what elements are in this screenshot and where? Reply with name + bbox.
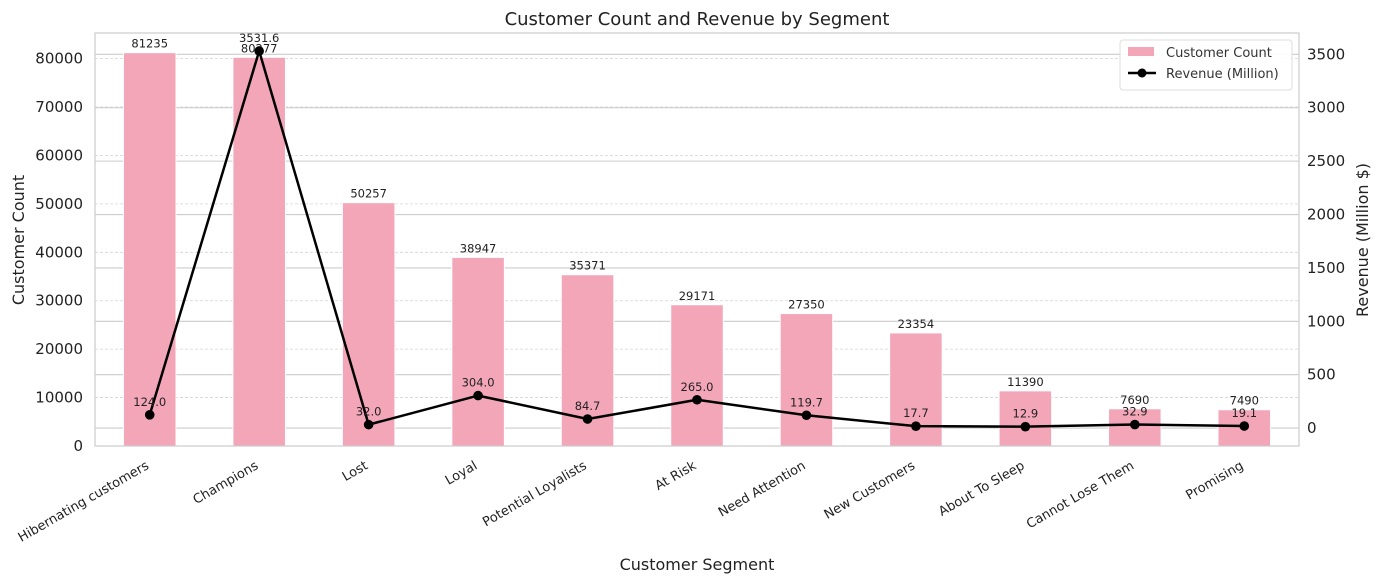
revenue-point (1130, 419, 1140, 430)
revenue-value-label: 3531.6 (239, 31, 279, 45)
revenue-line-layer (144, 46, 1250, 432)
revenue-value-label: 84.7 (575, 399, 601, 413)
x-axis-title: Customer Segment (620, 555, 775, 574)
y-tick-label: 20000 (35, 340, 83, 358)
bar-value-label: 50257 (350, 187, 387, 201)
revenue-value-label: 265.0 (681, 380, 714, 394)
revenue-value-label: 32.9 (1122, 405, 1148, 419)
y2-tick-label: 2500 (1307, 152, 1345, 170)
y-tick-label: 0 (73, 437, 83, 455)
bar (998, 390, 1053, 447)
legend-swatch-customer-count (1128, 47, 1154, 56)
bar (451, 256, 505, 447)
y2-tick-label: 0 (1307, 419, 1317, 437)
revenue-value-label: 119.7 (790, 395, 823, 409)
revenue-value-label: 304.0 (462, 376, 495, 390)
revenue-point (1020, 421, 1031, 432)
bar-value-label: 7690 (1120, 393, 1149, 407)
left-axis-ticks: 0 10000 20000 30000 40000 50000 60000 70000 8000… (35, 50, 83, 455)
bar-value-label: 29171 (679, 289, 716, 303)
legend: Customer Count Revenue (Million) (1119, 39, 1293, 91)
revenue-point (254, 46, 264, 56)
y2-tick-label: 3000 (1307, 99, 1345, 117)
chart-title: Customer Count and Revenue by Segment (505, 9, 890, 30)
revenue-point (801, 410, 812, 421)
y2-tick-label: 1000 (1307, 312, 1345, 330)
revenue-point (911, 421, 921, 431)
y-tick-label: 70000 (35, 98, 83, 116)
revenue-value-label: 12.9 (1013, 407, 1039, 421)
bar (670, 304, 724, 447)
bar-labels-layer: 8123580277502573894735371291712735023354… (131, 37, 1258, 408)
y-tick-label: 60000 (35, 146, 83, 164)
legend-box (1119, 39, 1293, 91)
y-tick-label: 40000 (35, 243, 83, 261)
right-axis-ticks: 0 500 1000 1500 2000 2500 3000 3500 (1307, 45, 1345, 437)
y2-tick-label: 1500 (1307, 259, 1345, 277)
y-tick-label: 30000 (35, 292, 83, 310)
bar (779, 313, 834, 447)
bar-value-label: 27350 (788, 298, 825, 312)
revenue-point (473, 390, 483, 401)
revenue-point (582, 414, 593, 424)
y-tick-label: 50000 (35, 195, 83, 213)
y2-tick-label: 2000 (1307, 206, 1345, 224)
bar-value-label: 81235 (131, 37, 168, 51)
grid-lines (95, 53, 1299, 447)
legend-swatch-revenue-marker (1137, 68, 1147, 78)
revenue-value-label: 32.0 (356, 405, 382, 419)
bar-value-label: 7490 (1230, 394, 1259, 408)
revenue-point (144, 410, 155, 420)
bar (341, 202, 396, 447)
legend-label-revenue: Revenue (Million) (1166, 67, 1279, 82)
plot-frame (94, 32, 1300, 447)
y-tick-label: 80000 (35, 50, 83, 68)
revenue-value-label: 124.0 (133, 395, 166, 409)
y2-tick-label: 500 (1307, 366, 1336, 384)
bar (122, 52, 177, 447)
revenue-point (1239, 421, 1250, 431)
y-axis-title: Customer Count (9, 175, 28, 305)
bar-value-label: 23354 (898, 317, 935, 331)
legend-label-customer-count: Customer Count (1166, 46, 1272, 61)
bar-value-label: 38947 (460, 241, 497, 255)
revenue-value-label: 19.1 (1231, 406, 1257, 420)
bars-layer (122, 52, 1272, 447)
bar-value-label: 35371 (569, 259, 606, 273)
bar (232, 56, 286, 447)
revenue-point (692, 394, 702, 405)
y2-axis-title: Revenue (Million $) (1353, 163, 1372, 317)
revenue-value-label: 17.7 (903, 406, 929, 420)
revenue-point (363, 419, 374, 430)
y2-tick-label: 3500 (1307, 45, 1345, 63)
y-tick-label: 10000 (35, 389, 83, 407)
bar-value-label: 11390 (1007, 375, 1044, 389)
revenue-labels-layer: 124.0 3531.6 32.0 304.0 84.7 265.0 119.7 17.7 12… (133, 31, 1257, 421)
